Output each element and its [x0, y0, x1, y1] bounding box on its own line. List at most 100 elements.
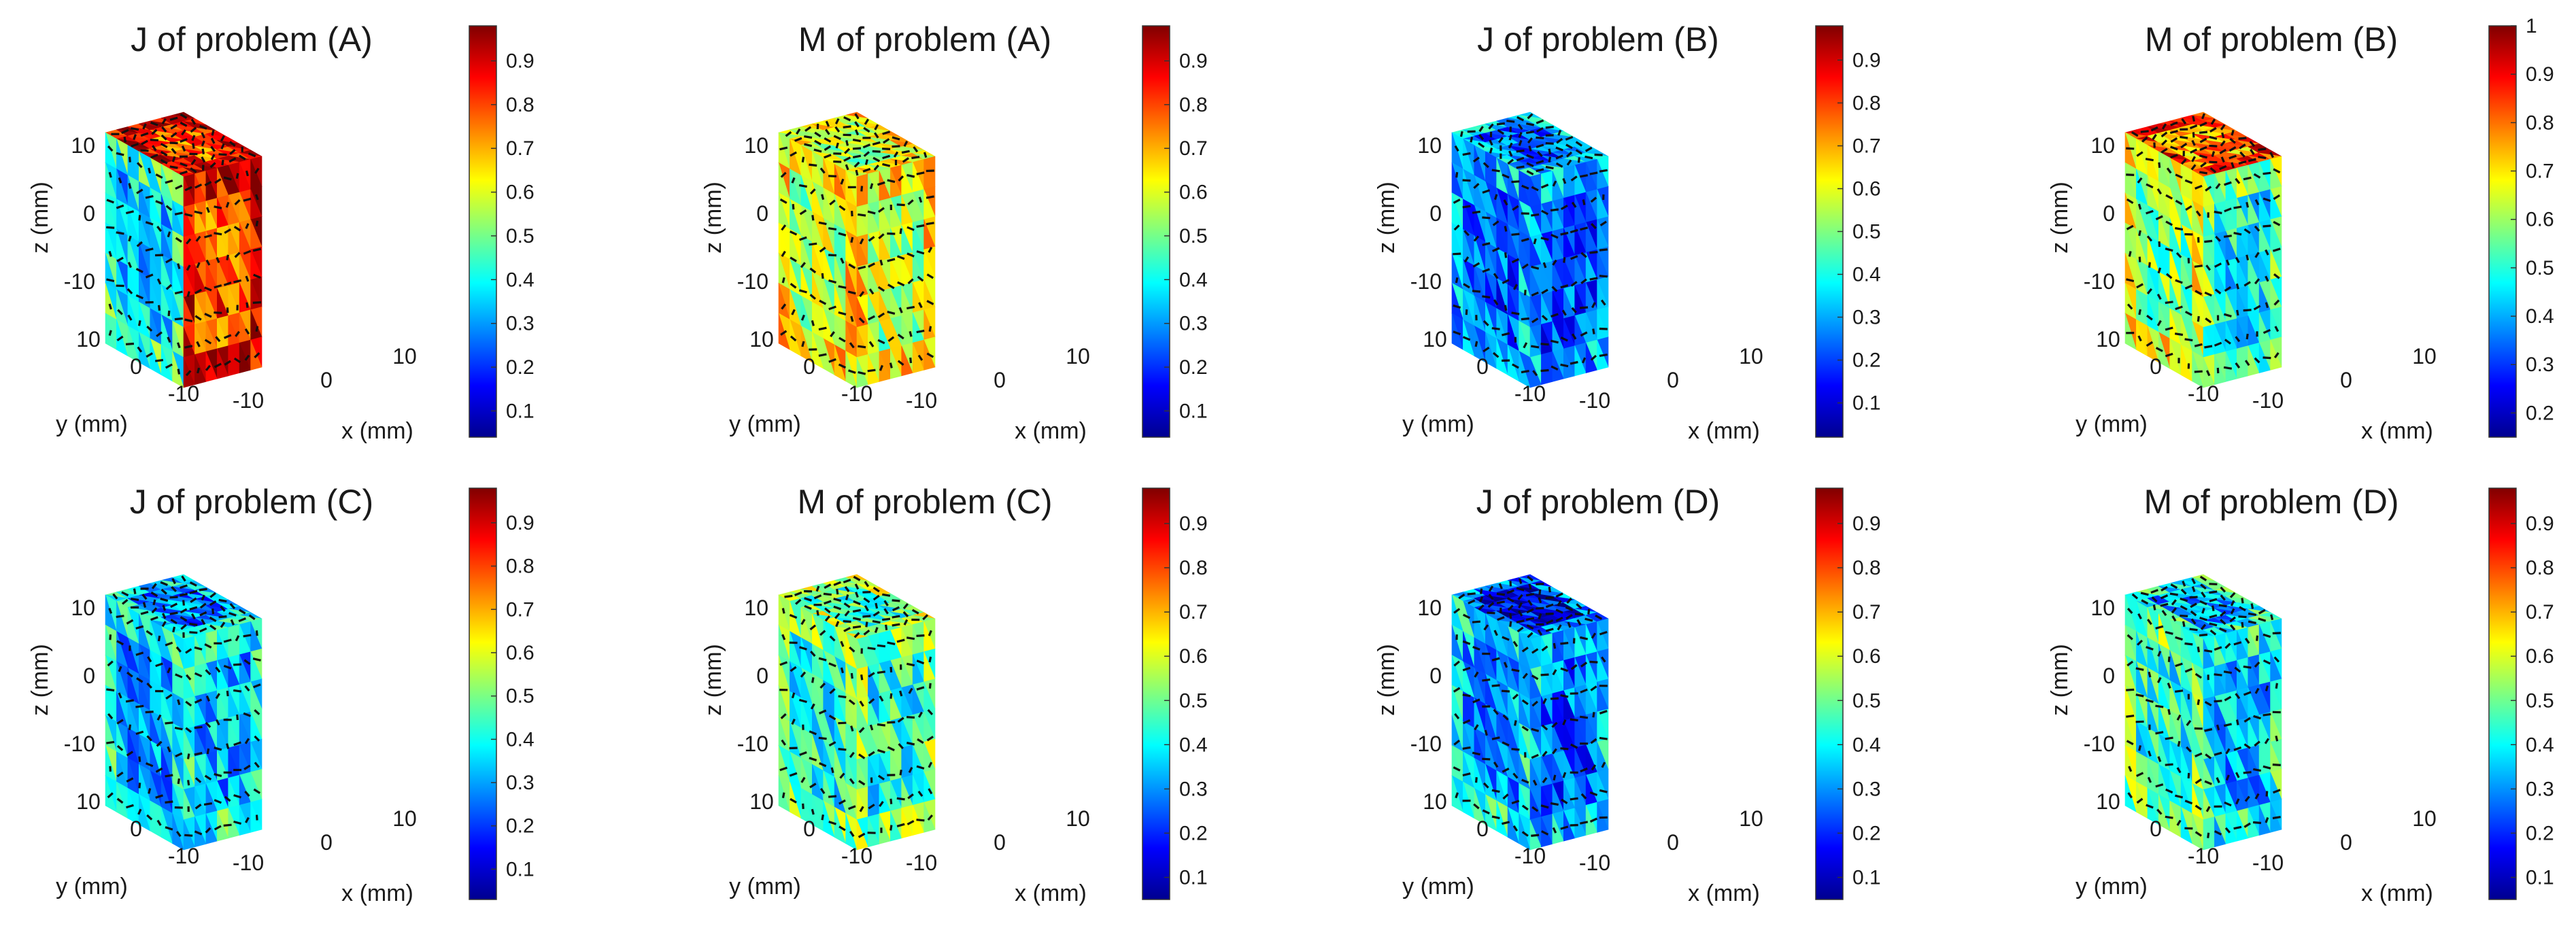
field-arrow [155, 794, 163, 799]
field-arrow [2211, 151, 2216, 157]
field-arrow [2263, 197, 2271, 203]
field-arrow [1506, 589, 1514, 594]
field-arrow [214, 799, 222, 804]
field-arrow [1580, 793, 1587, 800]
field-arrow [121, 598, 129, 605]
field-arrow [813, 148, 822, 153]
field-arrow [792, 203, 795, 210]
field-arrow [781, 634, 786, 640]
field-arrow [194, 830, 203, 836]
field-arrow [1540, 343, 1549, 346]
field-arrow [800, 776, 806, 783]
field-arrow [1577, 157, 1580, 163]
field-arrow [872, 141, 881, 145]
field-arrow [892, 136, 900, 141]
field-arrow [1453, 199, 1461, 204]
field-arrow [1584, 617, 1593, 622]
field-arrow [1579, 715, 1589, 719]
field-arrow [1487, 602, 1495, 608]
field-arrow [1540, 673, 1549, 676]
field-arrow [838, 205, 846, 211]
field-arrow [2200, 583, 2207, 590]
field-arrow [1472, 262, 1480, 268]
field-arrow [184, 345, 193, 349]
x-tick-label: 0 [2340, 368, 2352, 392]
z-axis-label: z (mm) [27, 182, 53, 254]
mesh-triangle [1563, 810, 1576, 842]
field-arrow [2224, 642, 2231, 649]
field-arrow [2194, 752, 2203, 757]
colorbar-tick-label: 0.8 [1179, 557, 1208, 579]
field-arrow [211, 608, 215, 615]
field-arrow [116, 719, 124, 725]
colorbar-tick-label: 0.3 [2526, 778, 2554, 800]
field-arrow [2233, 825, 2242, 830]
field-arrow [1525, 122, 1535, 126]
field-arrow [2224, 286, 2232, 292]
panel-4: M of problem (B)100-10z (mm)100-10y (mm)… [2047, 15, 2554, 444]
field-arrow [2180, 588, 2187, 595]
field-arrow [2205, 753, 2212, 759]
field-arrow [1482, 320, 1489, 326]
field-arrow [1503, 662, 1508, 668]
mesh-triangle [160, 807, 173, 844]
cube-face-right [183, 156, 262, 388]
field-arrow [1508, 142, 1513, 149]
field-arrow [833, 135, 841, 140]
field-arrow [2233, 746, 2242, 751]
field-arrow [2220, 594, 2226, 601]
field-arrow [224, 228, 232, 234]
x-tick-label: -10 [233, 388, 264, 413]
field-arrow [1555, 608, 1563, 614]
colorbar-tick-label: 0.4 [1852, 734, 1881, 756]
field-arrow [821, 273, 824, 279]
field-arrow [224, 360, 231, 366]
field-arrow [2165, 247, 2173, 252]
field-arrow [125, 210, 134, 215]
field-arrow [1561, 798, 1568, 804]
field-arrow [2151, 596, 2158, 603]
field-arrow [1518, 131, 1523, 138]
field-arrow [868, 341, 875, 347]
z-tick-label: -10 [2084, 732, 2115, 756]
field-arrow [1600, 299, 1606, 306]
field-arrow [2160, 148, 2168, 154]
field-arrow [2156, 188, 2163, 195]
field-arrow [781, 250, 786, 257]
field-arrow [235, 635, 240, 642]
field-arrow [156, 226, 163, 233]
field-arrow [2147, 776, 2152, 783]
field-arrow [2258, 148, 2267, 151]
field-arrow [1552, 669, 1557, 676]
field-arrow [2200, 161, 2207, 168]
field-arrow [160, 158, 168, 165]
colorbar-tick-label: 0.1 [1852, 867, 1881, 889]
field-arrow [858, 345, 866, 349]
field-arrow [244, 328, 250, 335]
field-arrow [2137, 335, 2142, 342]
field-arrow [206, 748, 210, 755]
z-tick-label: -10 [737, 269, 768, 294]
field-arrow [1599, 220, 1607, 226]
colorbar: 0.10.20.30.40.50.60.70.80.9 [469, 487, 535, 900]
field-arrow [2273, 299, 2280, 306]
field-arrow [2250, 603, 2254, 609]
field-arrow [838, 695, 847, 699]
field-arrow [863, 630, 870, 636]
field-arrow [1536, 623, 1544, 626]
field-arrow [862, 143, 871, 149]
field-arrow [220, 135, 225, 141]
colorbar-tick-label: 0.6 [506, 642, 535, 664]
field-arrow [2199, 617, 2207, 621]
field-arrow [2214, 288, 2222, 295]
panel-title: M of problem (C) [797, 483, 1052, 521]
field-arrow [1557, 600, 1562, 606]
y-tick-label: 10 [1423, 789, 1447, 814]
field-arrow [180, 113, 188, 119]
field-arrow [2167, 683, 2171, 689]
field-arrow [135, 730, 144, 736]
field-arrow [1472, 210, 1481, 214]
field-arrow [181, 575, 186, 582]
mesh-triangle [2147, 788, 2159, 825]
field-arrow [850, 672, 853, 679]
